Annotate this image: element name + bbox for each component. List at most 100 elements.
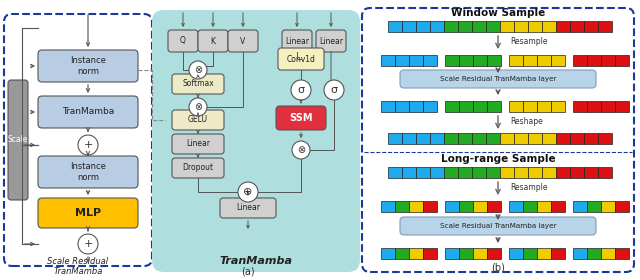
Circle shape [292, 141, 310, 159]
Bar [615, 101, 628, 112]
Bar [445, 248, 458, 259]
Bar [587, 101, 600, 112]
Bar [459, 55, 472, 66]
Text: Resample: Resample [510, 38, 547, 46]
Bar [509, 101, 522, 112]
Bar [523, 101, 536, 112]
Bar [601, 201, 614, 212]
FancyBboxPatch shape [172, 110, 224, 130]
Circle shape [324, 80, 344, 100]
Circle shape [78, 234, 98, 254]
Bar [500, 167, 513, 178]
Bar [601, 101, 614, 112]
Bar [395, 248, 408, 259]
Text: ⊗: ⊗ [194, 102, 202, 112]
Text: GELU: GELU [188, 115, 208, 125]
Bar [598, 21, 611, 32]
Text: Linear: Linear [285, 36, 309, 45]
Bar [381, 201, 394, 212]
Bar [487, 201, 500, 212]
Bar [584, 167, 598, 178]
FancyBboxPatch shape [152, 10, 360, 272]
Text: σ: σ [330, 85, 337, 95]
FancyBboxPatch shape [220, 198, 276, 218]
Bar [551, 201, 564, 212]
Bar [473, 248, 486, 259]
FancyBboxPatch shape [172, 134, 224, 154]
Bar [537, 55, 550, 66]
Bar [409, 101, 422, 112]
Bar [500, 133, 513, 144]
Text: +: + [83, 239, 93, 249]
Text: (a): (a) [241, 266, 255, 276]
Bar [381, 55, 394, 66]
FancyBboxPatch shape [8, 80, 28, 200]
Bar [472, 167, 486, 178]
Bar [423, 201, 436, 212]
Circle shape [189, 61, 207, 79]
Bar [514, 167, 527, 178]
Bar [537, 201, 550, 212]
Bar [528, 21, 541, 32]
Bar [556, 133, 570, 144]
Text: Scale Residual TranMamba layer: Scale Residual TranMamba layer [440, 76, 556, 82]
Bar [416, 133, 429, 144]
Bar [528, 167, 541, 178]
Bar [445, 201, 458, 212]
Bar [388, 133, 401, 144]
Bar [598, 133, 611, 144]
Bar [570, 21, 584, 32]
Bar [509, 201, 522, 212]
Bar [395, 55, 408, 66]
Bar [423, 55, 436, 66]
Bar [523, 248, 536, 259]
Text: Dropout: Dropout [182, 164, 214, 172]
Bar [509, 248, 522, 259]
Bar [570, 167, 584, 178]
Bar [570, 133, 584, 144]
Bar [537, 101, 550, 112]
Circle shape [189, 98, 207, 116]
Bar [615, 248, 628, 259]
Bar [458, 167, 472, 178]
Text: σ: σ [298, 85, 305, 95]
Bar [459, 101, 472, 112]
Bar [472, 21, 486, 32]
Bar [528, 133, 541, 144]
Bar [381, 101, 394, 112]
Bar [556, 167, 570, 178]
Circle shape [238, 182, 258, 202]
Text: Instance
norm: Instance norm [70, 56, 106, 76]
Bar [416, 167, 429, 178]
Text: V: V [241, 36, 246, 45]
Text: Scale: Scale [8, 136, 28, 144]
Bar [537, 248, 550, 259]
Text: TranMamba: TranMamba [220, 256, 292, 266]
Bar [409, 55, 422, 66]
Text: TranMamba: TranMamba [62, 108, 114, 116]
Bar [409, 201, 422, 212]
Text: (b): (b) [491, 263, 505, 273]
Circle shape [291, 80, 311, 100]
Bar [388, 167, 401, 178]
Text: Scale Residual
TranMamba: Scale Residual TranMamba [47, 256, 109, 276]
Bar [500, 21, 513, 32]
Bar [584, 21, 598, 32]
Bar [430, 133, 444, 144]
FancyBboxPatch shape [38, 198, 138, 228]
FancyBboxPatch shape [172, 158, 224, 178]
Bar [458, 133, 472, 144]
Bar [601, 248, 614, 259]
Bar [430, 167, 444, 178]
FancyBboxPatch shape [400, 217, 596, 235]
Text: Window Sample: Window Sample [451, 8, 545, 18]
Bar [388, 21, 401, 32]
Bar [573, 101, 586, 112]
Bar [509, 55, 522, 66]
Bar [486, 21, 499, 32]
Text: Linear: Linear [186, 139, 210, 148]
Bar [409, 248, 422, 259]
Bar [423, 248, 436, 259]
Text: Q: Q [180, 36, 186, 45]
Bar [395, 201, 408, 212]
